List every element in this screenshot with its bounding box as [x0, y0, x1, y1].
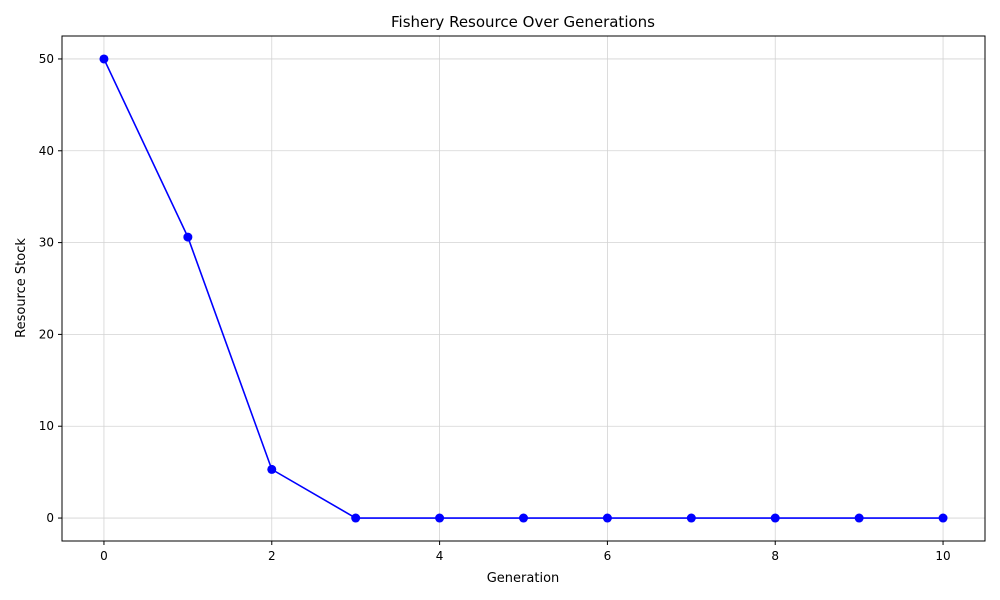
data-point	[351, 513, 361, 523]
x-tick-label: 8	[771, 549, 779, 563]
chart-title: Fishery Resource Over Generations	[391, 13, 655, 31]
y-tick-label: 30	[39, 236, 54, 250]
grid-lines	[62, 36, 985, 541]
y-tick-label: 10	[39, 419, 54, 433]
series-line	[99, 54, 948, 523]
data-point	[938, 513, 948, 523]
data-point	[602, 513, 612, 523]
y-tick-label: 20	[39, 327, 54, 341]
y-axis-label: Resource Stock	[14, 238, 29, 338]
data-point	[267, 464, 277, 474]
data-point	[686, 513, 696, 523]
data-point	[854, 513, 864, 523]
y-tick-label: 50	[39, 52, 54, 66]
x-tick-label: 6	[604, 549, 612, 563]
x-axis-label: Generation	[487, 571, 560, 586]
x-tick-label: 4	[436, 549, 444, 563]
x-tick-label: 2	[268, 549, 276, 563]
data-point	[435, 513, 445, 523]
y-tick-label: 0	[46, 511, 54, 525]
plot-area	[61, 35, 986, 542]
axis-ticks: 0 2 4 6 8 10 0 10 20 30 40 50	[39, 52, 951, 563]
y-tick-label: 40	[39, 144, 54, 158]
data-point	[183, 232, 193, 242]
x-tick-label: 10	[935, 549, 950, 563]
series-polyline	[103, 58, 944, 519]
data-point	[99, 54, 109, 64]
data-point	[770, 513, 780, 523]
data-point	[519, 513, 528, 523]
x-tick-label: 0	[100, 549, 108, 563]
